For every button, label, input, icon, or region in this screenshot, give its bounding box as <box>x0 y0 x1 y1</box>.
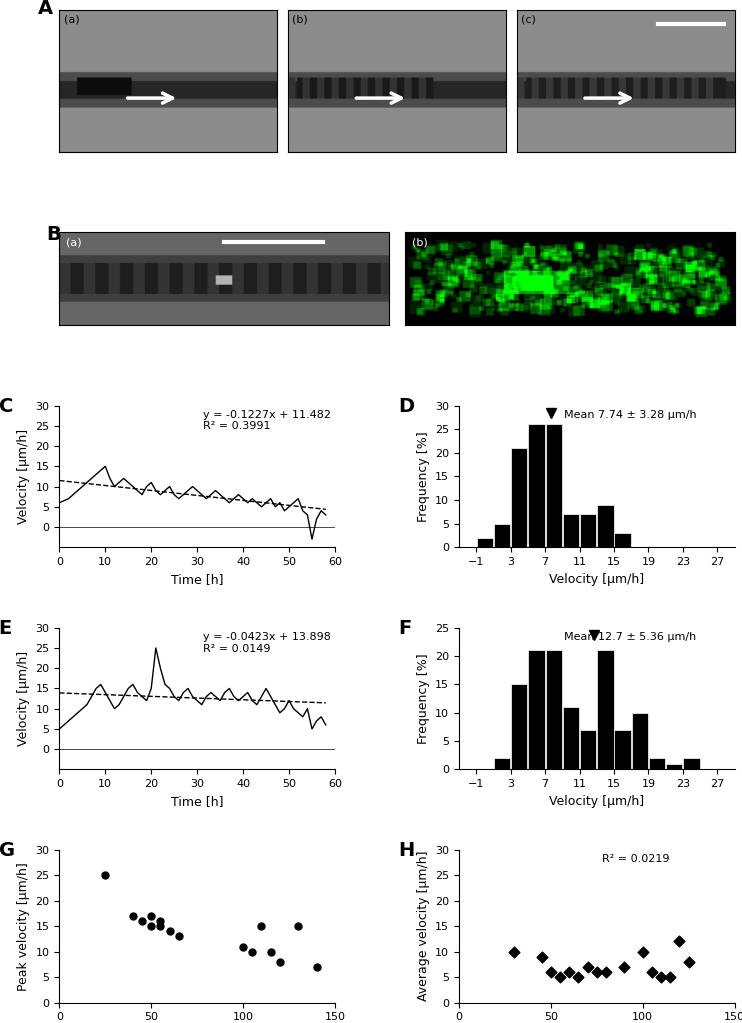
Text: Mean 7.74 ± 3.28 μm/h: Mean 7.74 ± 3.28 μm/h <box>564 410 696 419</box>
Bar <box>597 651 614 769</box>
Point <box>246 943 258 960</box>
Text: R² = 0.0219: R² = 0.0219 <box>603 854 670 864</box>
Text: y = -0.1227x + 11.482
R² = 0.3991: y = -0.1227x + 11.482 R² = 0.3991 <box>203 410 331 432</box>
Text: (b): (b) <box>412 237 427 247</box>
Bar <box>580 729 597 769</box>
X-axis label: Time [h]: Time [h] <box>171 795 223 808</box>
Bar <box>562 515 579 547</box>
Y-axis label: Velocity [μm/h]: Velocity [μm/h] <box>17 651 30 746</box>
Point <box>311 959 323 975</box>
Bar <box>476 538 493 547</box>
Point <box>664 969 676 985</box>
Text: F: F <box>398 619 412 638</box>
Bar <box>666 764 683 769</box>
Bar <box>580 515 597 547</box>
X-axis label: Velocity [μm/h]: Velocity [μm/h] <box>549 573 644 585</box>
Text: (b): (b) <box>292 14 308 25</box>
Bar <box>511 448 528 547</box>
Point <box>292 918 304 934</box>
Bar <box>528 651 545 769</box>
Text: B: B <box>46 225 61 244</box>
Text: C: C <box>0 397 13 416</box>
Text: E: E <box>0 619 12 638</box>
Text: Mean 12.7 ± 5.36 μm/h: Mean 12.7 ± 5.36 μm/h <box>564 632 696 642</box>
Point <box>600 964 612 980</box>
Point <box>274 953 286 970</box>
Y-axis label: Velocity [μm/h]: Velocity [μm/h] <box>17 429 30 524</box>
Text: (c): (c) <box>521 14 536 25</box>
Point <box>237 938 249 954</box>
Point <box>136 913 148 929</box>
Point <box>536 948 548 965</box>
Point <box>145 907 157 924</box>
Text: H: H <box>398 841 415 859</box>
Point <box>508 943 520 960</box>
Bar <box>683 758 700 769</box>
Point <box>591 964 603 980</box>
Point <box>164 923 176 939</box>
Point <box>145 918 157 934</box>
Text: (a): (a) <box>64 14 79 25</box>
Bar <box>545 651 562 769</box>
Point <box>154 918 166 934</box>
Point <box>637 943 649 960</box>
Bar <box>494 524 510 547</box>
Point <box>554 969 566 985</box>
X-axis label: Time [h]: Time [h] <box>171 573 223 585</box>
Bar <box>545 425 562 547</box>
X-axis label: Velocity [μm/h]: Velocity [μm/h] <box>549 795 644 808</box>
Bar <box>614 533 631 547</box>
Y-axis label: Frequency [%]: Frequency [%] <box>416 654 430 744</box>
Y-axis label: Average velocity [μm/h]: Average velocity [μm/h] <box>416 851 430 1002</box>
Point <box>173 928 185 944</box>
Point <box>563 964 575 980</box>
Text: A: A <box>38 0 53 17</box>
Bar <box>614 729 631 769</box>
Bar <box>631 713 648 769</box>
Text: D: D <box>398 397 415 416</box>
Text: (a): (a) <box>66 237 82 247</box>
Text: y = -0.0423x + 13.898
R² = 0.0149: y = -0.0423x + 13.898 R² = 0.0149 <box>203 632 330 654</box>
Bar <box>649 758 666 769</box>
Point <box>99 868 111 884</box>
Bar <box>597 504 614 547</box>
Bar <box>511 684 528 769</box>
Bar <box>494 758 510 769</box>
Point <box>265 943 277 960</box>
Point <box>655 969 667 985</box>
Point <box>618 959 630 975</box>
Y-axis label: Frequency [%]: Frequency [%] <box>416 431 430 522</box>
Point <box>582 959 594 975</box>
Point <box>545 964 556 980</box>
Text: G: G <box>0 841 15 859</box>
Point <box>683 953 695 970</box>
Point <box>573 969 585 985</box>
Bar <box>528 425 545 547</box>
Bar <box>562 707 579 769</box>
Point <box>674 933 686 949</box>
Point <box>646 964 658 980</box>
Y-axis label: Peak velocity [μm/h]: Peak velocity [μm/h] <box>17 861 30 990</box>
Point <box>127 907 139 924</box>
Point <box>255 918 267 934</box>
Point <box>154 913 166 929</box>
